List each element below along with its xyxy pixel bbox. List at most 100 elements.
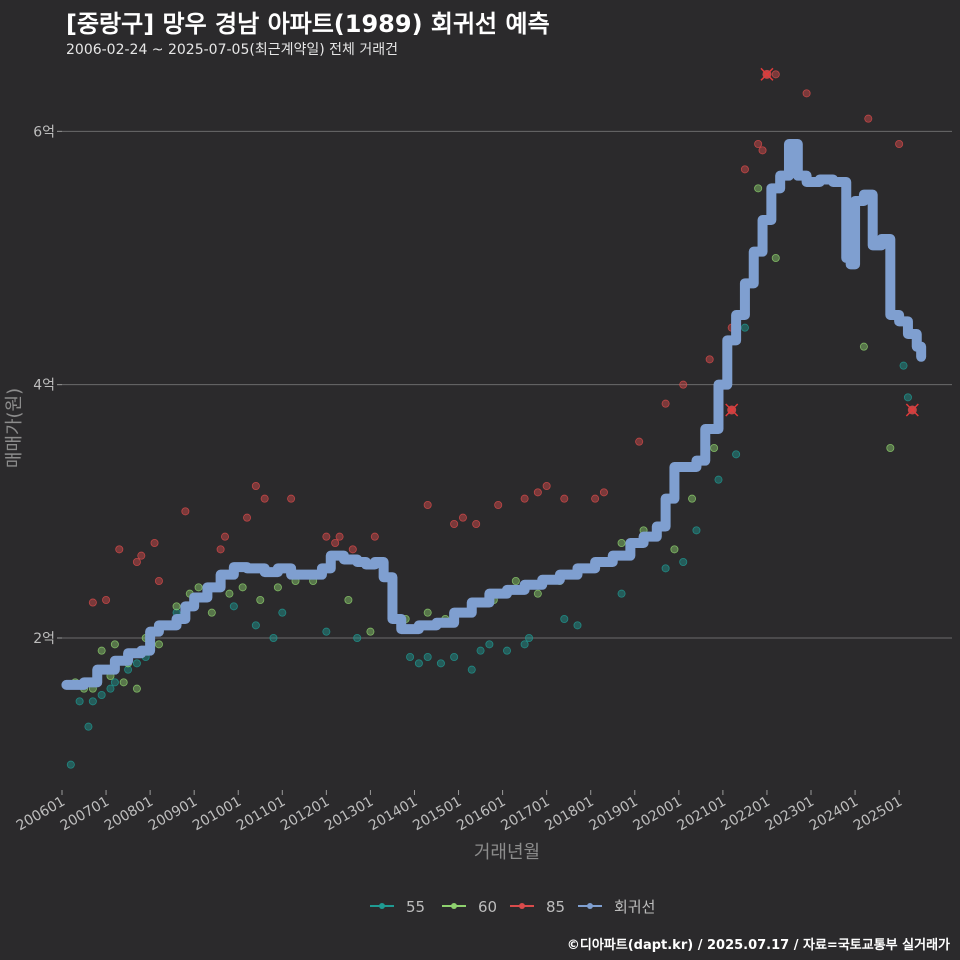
x-tick-label: 202401: [807, 794, 861, 835]
point-55: [124, 665, 133, 674]
point-60: [97, 646, 106, 655]
point-55: [661, 564, 670, 573]
x-tick-label: 201201: [278, 794, 332, 835]
x-tick-label: 202101: [675, 794, 729, 835]
x-tick-label: 200901: [146, 794, 200, 835]
point-55: [520, 640, 529, 649]
x-axis-ticks: 2006012007012008012009012010012011012012…: [14, 790, 905, 834]
point-55: [229, 602, 238, 611]
footer-credit: ©디아파트(dapt.kr) / 2025.07.17 / 자료=국토교통부 실…: [566, 938, 950, 953]
point-85: [661, 399, 670, 408]
x-tick-label: 201001: [190, 794, 244, 835]
point-60: [273, 583, 282, 592]
point-60: [886, 443, 895, 452]
point-85: [181, 507, 190, 516]
point-55: [467, 665, 476, 674]
point-85: [331, 539, 340, 548]
y-tick-label: 2억: [33, 631, 55, 647]
point-85: [221, 532, 230, 541]
point-85: [102, 596, 111, 605]
point-55: [414, 659, 423, 668]
point-55: [732, 450, 741, 459]
x-tick-label: 201401: [366, 794, 420, 835]
point-60: [154, 640, 163, 649]
y-tick-label: 4억: [33, 378, 55, 394]
x-tick-label: 201301: [322, 794, 376, 835]
point-60: [511, 577, 520, 586]
point-55: [84, 722, 93, 731]
point-85: [154, 577, 163, 586]
point-55: [251, 621, 260, 630]
point-85: [520, 494, 529, 503]
point-85: [895, 139, 904, 148]
point-85: [150, 539, 159, 548]
legend: 55 60 85 회귀선: [370, 898, 655, 916]
point-60: [344, 596, 353, 605]
x-axis-title: 거래년월: [474, 842, 540, 863]
point-55: [97, 691, 106, 700]
point-55: [406, 653, 415, 662]
point-85: [754, 139, 763, 148]
point-85: [560, 494, 569, 503]
point-85: [591, 494, 600, 503]
cancelled-marker: [905, 403, 919, 417]
point-55: [322, 627, 331, 636]
x-tick-label: 202001: [631, 794, 685, 835]
point-55: [903, 393, 912, 402]
point-55: [278, 608, 287, 617]
point-85: [260, 494, 269, 503]
y-tick-label: 6억: [33, 124, 55, 140]
point-85: [450, 520, 459, 529]
point-60: [256, 596, 265, 605]
chart-title: [중랑구] 망우 경남 아파트(1989) 회귀선 예측: [66, 10, 550, 38]
point-55: [617, 589, 626, 598]
point-55: [436, 659, 445, 668]
point-55: [353, 634, 362, 643]
point-85: [88, 598, 97, 607]
point-85: [335, 532, 344, 541]
point-85: [348, 545, 357, 554]
legend-label: 85: [546, 898, 565, 916]
x-tick-label: 201801: [542, 794, 596, 835]
legend-item-회귀선: 회귀선: [578, 898, 655, 916]
point-85: [705, 355, 714, 364]
point-55: [75, 697, 84, 706]
point-60: [132, 684, 141, 693]
point-85: [472, 520, 481, 529]
point-55: [66, 760, 75, 769]
legend-label: 회귀선: [614, 898, 655, 916]
cancelled-markers: [725, 67, 919, 417]
point-85: [423, 500, 432, 509]
point-60: [754, 184, 763, 193]
point-85: [740, 165, 749, 174]
point-55: [132, 659, 141, 668]
point-85: [542, 481, 551, 490]
point-85: [864, 114, 873, 123]
legend-label: 60: [478, 898, 497, 916]
cancelled-marker: [760, 67, 774, 81]
point-55: [88, 697, 97, 706]
point-60: [617, 539, 626, 548]
point-85: [243, 513, 252, 522]
point-55: [110, 678, 119, 687]
point-85: [771, 70, 780, 79]
point-55: [485, 640, 494, 649]
x-tick-label: 202201: [719, 794, 773, 835]
point-85: [137, 551, 146, 560]
point-60: [771, 253, 780, 262]
point-60: [366, 627, 375, 636]
point-55: [692, 526, 701, 535]
point-85: [679, 380, 688, 389]
x-tick-label: 202501: [851, 794, 905, 835]
point-55: [525, 634, 534, 643]
legend-item-85: 85: [510, 898, 565, 916]
point-55: [269, 634, 278, 643]
point-60: [172, 602, 181, 611]
x-tick-label: 201901: [586, 794, 640, 835]
legend-item-55: 55: [370, 898, 425, 916]
point-55: [714, 475, 723, 484]
point-85: [494, 500, 503, 509]
x-tick-label: 201101: [234, 794, 288, 835]
point-55: [560, 615, 569, 624]
